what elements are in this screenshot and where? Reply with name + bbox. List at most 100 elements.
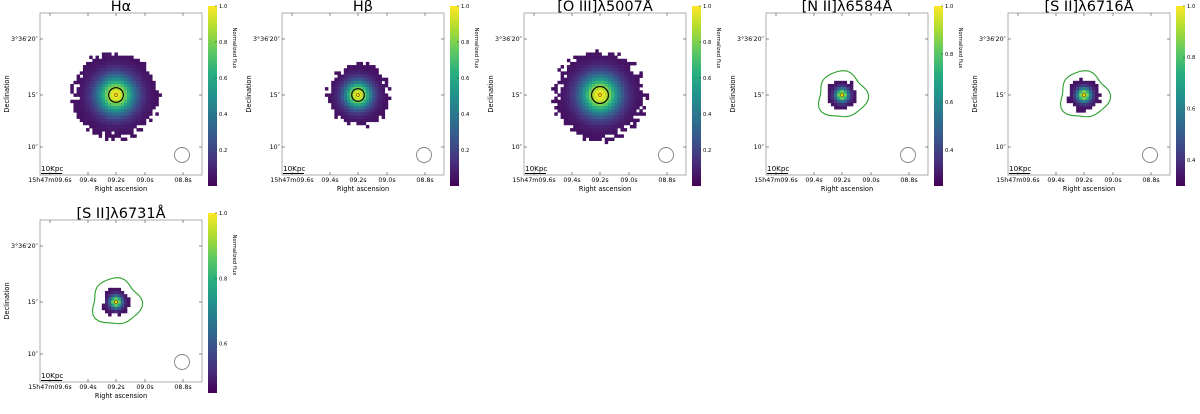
panel3-spaxel	[566, 87, 571, 91]
panel1-spaxel	[111, 102, 115, 107]
panel5-xtick-label: 08.8s	[1142, 177, 1159, 184]
panel1-spaxel	[139, 128, 144, 132]
panel3-spaxel	[617, 134, 621, 138]
panel3-spaxel	[585, 99, 590, 104]
panel1-spaxel	[117, 74, 122, 78]
panel1-spaxel	[130, 124, 134, 129]
panel1-spaxel	[108, 118, 112, 123]
panel3-spaxel	[639, 109, 643, 113]
panel1-spaxel	[142, 83, 147, 88]
panel1-spaxel	[98, 77, 103, 82]
panel2-spaxel	[365, 61, 370, 66]
panel3-spaxel	[598, 109, 602, 113]
panel6-beam	[174, 354, 190, 370]
panel3-spaxel	[623, 71, 628, 75]
panel6-spaxel	[111, 297, 115, 301]
panel3-spaxel	[582, 134, 587, 138]
panel1-colorbar-tick-label: 0.4	[219, 112, 228, 118]
panel2-spaxel	[378, 74, 382, 78]
panel3-spaxel	[585, 93, 590, 97]
panel3-spaxel	[592, 102, 596, 107]
panel3-spaxel	[573, 128, 577, 132]
panel4-title: [N II]λ6584Å	[802, 0, 893, 15]
panel3-spaxel	[582, 58, 587, 63]
panel2-spaxel	[343, 90, 348, 94]
panel1-spaxel	[92, 118, 96, 123]
panel3-spaxel	[620, 121, 624, 126]
panel3-spaxel	[566, 77, 571, 82]
panel3-spaxel	[636, 99, 640, 104]
panel1-spaxel	[89, 90, 93, 94]
panel1-spaxel	[98, 131, 103, 135]
panel3-spaxel	[611, 109, 615, 113]
panel2-spaxel	[356, 61, 360, 66]
panel3-spaxel	[579, 96, 583, 101]
panel1-spaxel	[120, 93, 125, 97]
panel1-spaxel	[117, 77, 122, 82]
panel2-spaxel	[331, 93, 335, 97]
panel1-spaxel	[104, 128, 109, 132]
panel1-spaxel	[82, 87, 87, 91]
panel3-xtick-label: 15h47m09.6s	[512, 177, 555, 184]
panel1-spaxel	[82, 109, 87, 113]
panel3-spaxel	[607, 121, 612, 126]
panel1-spaxel	[127, 77, 131, 82]
panel3-spaxel	[592, 134, 596, 138]
panel1-spaxel	[101, 90, 106, 94]
panel1-spaxel	[108, 121, 112, 126]
panel1-spaxel	[127, 55, 131, 60]
panel1-spaxel	[89, 83, 93, 88]
panel1-spaxel	[76, 87, 81, 91]
panel4-spaxel	[843, 106, 848, 110]
panel1-spaxel	[76, 115, 81, 119]
panel6-spaxel	[123, 294, 128, 298]
panel3-spaxel	[576, 128, 580, 132]
panel1-spaxel	[104, 77, 109, 82]
panel3-spaxel	[611, 99, 615, 104]
panel2-spaxel	[353, 112, 357, 116]
panel2-spaxel	[350, 71, 354, 75]
panel3-spaxel	[588, 131, 593, 135]
panel3-spaxel	[573, 61, 577, 66]
panel1-spaxel	[127, 128, 131, 132]
panel1-spaxel	[149, 109, 153, 113]
panel1-spaxel	[142, 96, 147, 101]
panel2-spaxel	[362, 102, 367, 107]
panel1-spaxel	[95, 71, 99, 75]
panel2-spaxel	[353, 118, 357, 123]
panel3-spaxel	[601, 102, 606, 107]
panel5-spaxel	[1079, 77, 1083, 82]
panel1-spaxel	[111, 112, 115, 116]
panel3-spaxel	[582, 93, 587, 97]
panel1-spaxel	[86, 74, 90, 78]
panel1-spaxel	[101, 118, 106, 123]
panel1-spaxel	[123, 137, 128, 141]
panel3-spaxel	[598, 68, 602, 72]
panel3-spaxel	[585, 96, 590, 101]
panel1-spaxel	[92, 109, 96, 113]
panel1-spaxel	[111, 71, 115, 75]
panel3-spaxel	[617, 112, 621, 116]
panel3-spaxel	[611, 52, 615, 56]
panel3-spaxel	[588, 115, 593, 119]
panel2-spaxel	[375, 106, 379, 110]
panel2-spaxel	[337, 99, 341, 104]
panel1-spaxel	[130, 96, 134, 101]
panel1-spaxel	[133, 68, 137, 72]
panel1-spaxel	[127, 90, 131, 94]
panel1-spaxel	[127, 68, 131, 72]
panel3-spaxel	[570, 96, 574, 101]
panel2-spaxel	[356, 74, 360, 78]
panel2-spaxel	[362, 68, 367, 72]
panel1-spaxel	[133, 96, 137, 101]
panel3-spaxel	[626, 68, 631, 72]
panel1-spaxel	[92, 131, 96, 135]
panel6-ytick-label: 10″	[28, 351, 39, 358]
panel3-spaxel	[563, 118, 568, 123]
panel3-spaxel	[620, 68, 624, 72]
panel3-spaxel	[579, 109, 583, 113]
panel3-xtick-label: 09.2s	[591, 177, 608, 184]
panel1-spaxel	[133, 106, 137, 110]
panel3-spaxel	[570, 65, 574, 69]
panel2-colorbar-tick-label: 0.8	[461, 40, 469, 46]
